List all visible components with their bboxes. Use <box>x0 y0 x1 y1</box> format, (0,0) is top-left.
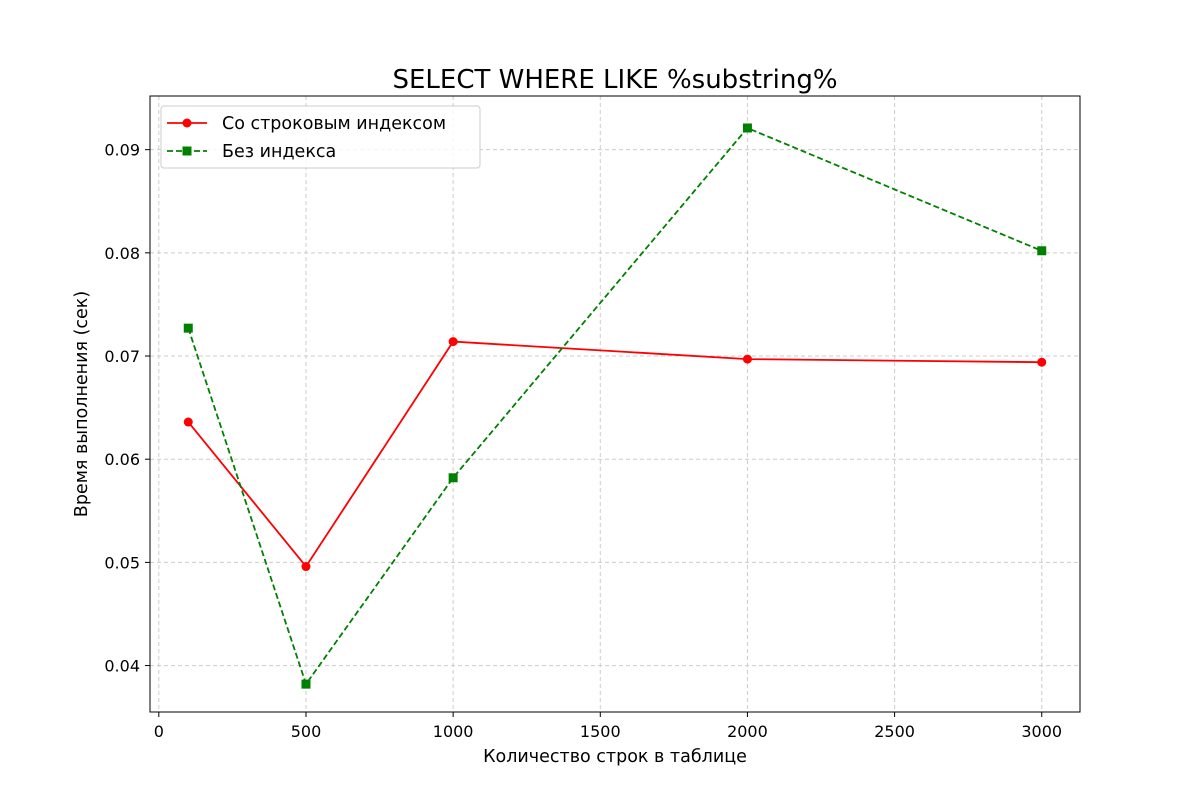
y-tick-label: 0.06 <box>104 450 140 469</box>
x-axis-title: Количество строк в таблице <box>483 747 747 767</box>
x-tick-label: 3000 <box>1021 722 1062 741</box>
axis-ticks: 0 500 1000 1500 2000 2500 3000 0.04 0.05 0.06 0.07… <box>104 141 1062 741</box>
y-tick-label: 0.08 <box>104 244 140 263</box>
x-tick-label: 2500 <box>874 722 915 741</box>
plot-frame <box>149 95 1081 713</box>
data-point-marker <box>742 123 752 133</box>
legend-box <box>160 105 481 169</box>
data-point-marker <box>183 417 193 427</box>
y-tick-label: 0.09 <box>104 141 140 160</box>
data-point-marker <box>1037 246 1047 256</box>
data-point-marker <box>448 473 458 483</box>
plot-series <box>183 123 1047 689</box>
legend-label: Без индекса <box>222 142 336 162</box>
data-point-marker <box>183 323 193 333</box>
y-tick-label: 0.04 <box>104 657 140 676</box>
x-tick-label: 2000 <box>727 722 768 741</box>
x-tick-label: 500 <box>291 722 322 741</box>
y-tick-label: 0.05 <box>104 553 140 572</box>
data-point-marker <box>301 562 311 572</box>
y-tick-label: 0.07 <box>104 347 140 366</box>
y-axis-title: Время выполнения (сек) <box>72 291 92 517</box>
legend-marker <box>182 118 192 128</box>
x-tick-label: 1000 <box>433 722 474 741</box>
series-line-2 <box>187 126 1043 687</box>
data-point-marker <box>301 679 311 689</box>
chart-title: SELECT WHERE LIKE %substring% <box>392 65 837 95</box>
data-point-marker <box>448 337 458 347</box>
legend: Со строковым индексом Без индекса <box>160 105 481 169</box>
legend-label: Со строковым индексом <box>222 114 446 134</box>
legend-marker <box>182 146 192 156</box>
x-tick-label: 1500 <box>580 722 621 741</box>
data-point-marker <box>1037 357 1047 367</box>
data-point-marker <box>742 354 752 364</box>
x-tick-label: 0 <box>154 722 164 741</box>
